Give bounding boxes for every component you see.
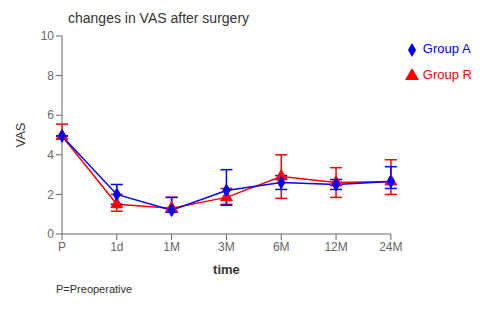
- svg-text:24M: 24M: [379, 240, 402, 254]
- svg-text:1M: 1M: [163, 240, 180, 254]
- svg-text:1d: 1d: [110, 240, 123, 254]
- svg-text:VAS: VAS: [13, 122, 28, 147]
- svg-text:0: 0: [47, 227, 54, 241]
- svg-text:P: P: [58, 240, 66, 254]
- svg-text:6M: 6M: [273, 240, 290, 254]
- svg-text:8: 8: [47, 69, 54, 83]
- html-text:Group R: Group R: [422, 67, 472, 82]
- html-text:changes in VAS after surgery: changes in VAS after surgery: [68, 10, 250, 26]
- svg-text:time: time: [213, 262, 240, 277]
- svg-text:12M: 12M: [324, 240, 347, 254]
- svg-text:10: 10: [41, 29, 55, 43]
- svg-text:4: 4: [47, 148, 54, 162]
- svg-text:6: 6: [47, 108, 54, 122]
- svg-text:2: 2: [47, 188, 54, 202]
- html-text:P=Preoperative: P=Preoperative: [56, 283, 133, 295]
- html-text:Group A: Group A: [422, 41, 471, 56]
- svg-text:3M: 3M: [218, 240, 235, 254]
